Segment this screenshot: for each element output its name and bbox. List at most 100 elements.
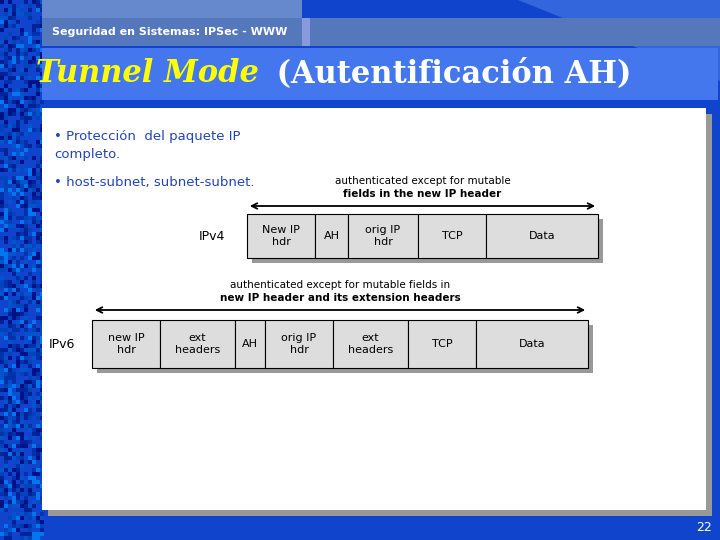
Bar — [28, 168, 32, 172]
Bar — [12, 64, 16, 68]
Bar — [32, 204, 36, 208]
Bar — [8, 352, 12, 356]
Bar — [4, 8, 8, 12]
Bar — [36, 308, 40, 312]
Bar — [12, 452, 16, 456]
Bar — [0, 380, 4, 384]
Bar — [24, 328, 28, 332]
Bar — [8, 180, 12, 184]
Bar — [20, 224, 24, 228]
Text: Data: Data — [528, 231, 555, 241]
Bar — [36, 140, 40, 144]
Bar — [12, 408, 16, 412]
Bar — [8, 12, 12, 16]
Bar — [32, 24, 36, 28]
Bar — [0, 76, 4, 80]
Bar — [0, 260, 4, 264]
Bar — [24, 372, 28, 376]
Bar — [12, 416, 16, 420]
Bar — [20, 320, 24, 324]
Bar — [20, 360, 24, 364]
Bar — [24, 196, 28, 200]
Bar — [36, 144, 40, 148]
Bar — [32, 436, 36, 440]
Bar — [20, 460, 24, 464]
Bar — [4, 48, 8, 52]
Bar — [12, 348, 16, 352]
Bar — [4, 396, 8, 400]
Bar — [0, 192, 4, 196]
Bar — [24, 408, 28, 412]
Bar — [0, 396, 4, 400]
Bar — [36, 172, 40, 176]
Bar — [12, 496, 16, 500]
Bar — [32, 44, 36, 48]
Bar — [28, 484, 32, 488]
Bar — [36, 116, 40, 120]
Bar — [16, 180, 20, 184]
Bar — [20, 476, 24, 480]
Bar — [16, 264, 20, 268]
Bar — [20, 436, 24, 440]
Bar — [4, 224, 8, 228]
Bar — [8, 44, 12, 48]
Bar — [4, 492, 8, 496]
Bar — [40, 300, 44, 304]
Bar — [28, 84, 32, 88]
Bar — [24, 424, 28, 428]
Bar — [40, 48, 44, 52]
Bar — [36, 368, 40, 372]
Bar — [28, 40, 32, 44]
Bar — [16, 392, 20, 396]
Bar — [348, 214, 418, 258]
Bar — [4, 384, 8, 388]
Bar — [24, 56, 28, 60]
Bar — [4, 460, 8, 464]
Text: ext
headers: ext headers — [348, 333, 393, 355]
Bar — [32, 232, 36, 236]
Bar — [24, 184, 28, 188]
Bar — [16, 140, 20, 144]
Bar — [8, 88, 12, 92]
Bar — [42, 0, 302, 18]
Bar — [24, 72, 28, 76]
Bar — [20, 420, 24, 424]
Bar — [36, 520, 40, 524]
Bar — [12, 240, 16, 244]
Bar — [32, 60, 36, 64]
Bar — [32, 428, 36, 432]
Bar — [32, 332, 36, 336]
Bar — [8, 408, 12, 412]
Bar — [36, 376, 40, 380]
Bar — [8, 32, 12, 36]
Bar — [40, 172, 44, 176]
Bar — [16, 504, 20, 508]
Bar — [24, 176, 28, 180]
Bar — [24, 388, 28, 392]
Bar — [12, 292, 16, 296]
Bar — [20, 464, 24, 468]
Bar — [4, 308, 8, 312]
Bar — [40, 56, 44, 60]
Bar — [0, 480, 4, 484]
Bar — [32, 220, 36, 224]
Bar — [32, 344, 36, 348]
Bar — [16, 232, 20, 236]
Text: New IP
hdr: New IP hdr — [262, 225, 300, 247]
Bar — [24, 276, 28, 280]
Bar — [20, 104, 24, 108]
Bar — [4, 420, 8, 424]
Bar — [333, 320, 408, 368]
Bar — [0, 212, 4, 216]
Bar — [408, 320, 476, 368]
Bar — [8, 448, 12, 452]
Bar — [16, 356, 20, 360]
Bar — [16, 464, 20, 468]
Bar — [40, 272, 44, 276]
Bar — [36, 372, 40, 376]
Bar — [40, 260, 44, 264]
Bar — [16, 160, 20, 164]
Text: (Autentificación AH): (Autentificación AH) — [266, 58, 631, 90]
Bar — [28, 228, 32, 232]
Bar — [36, 68, 40, 72]
